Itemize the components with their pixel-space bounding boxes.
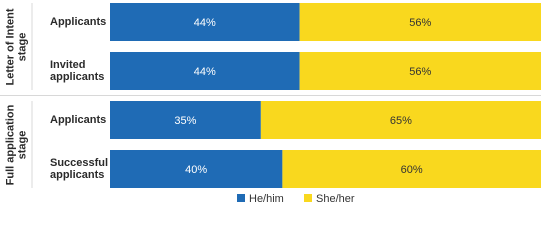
legend-label: He/him	[249, 193, 284, 205]
category-label: Applicants	[50, 16, 107, 28]
legend-swatch	[237, 194, 245, 202]
bar-segment	[110, 150, 283, 188]
value-label: 56%	[409, 66, 431, 78]
value-label: 35%	[174, 115, 196, 127]
value-label: 40%	[185, 164, 207, 176]
legend-label: She/her	[316, 193, 355, 205]
bar-segment	[110, 3, 300, 41]
category-label: Applicants	[50, 114, 107, 126]
category-label: Invited applicants	[50, 59, 105, 83]
bar-segment	[110, 101, 261, 139]
bar-segment	[282, 150, 541, 188]
value-label: 44%	[194, 66, 216, 78]
legend-swatch	[304, 194, 312, 202]
group-label: Letter of Intent stage	[4, 8, 28, 85]
chart: 44% 56% 44% 56% 35% 65% 40% 60% He/him She/her Le…	[0, 3, 541, 205]
value-label: 65%	[390, 115, 412, 127]
category-label: Successful applicants	[50, 157, 109, 181]
bar-segment	[299, 3, 541, 41]
bar-segment	[110, 52, 300, 90]
value-label: 60%	[401, 164, 423, 176]
bar-segment	[299, 52, 541, 90]
group-label: Full application stage	[4, 104, 28, 185]
value-label: 44%	[194, 17, 216, 29]
chart-svg: 44% 56% 44% 56% 35% 65% 40% 60% He/him She/her	[0, 3, 541, 205]
value-label: 56%	[409, 17, 431, 29]
bar-segment	[260, 101, 541, 139]
